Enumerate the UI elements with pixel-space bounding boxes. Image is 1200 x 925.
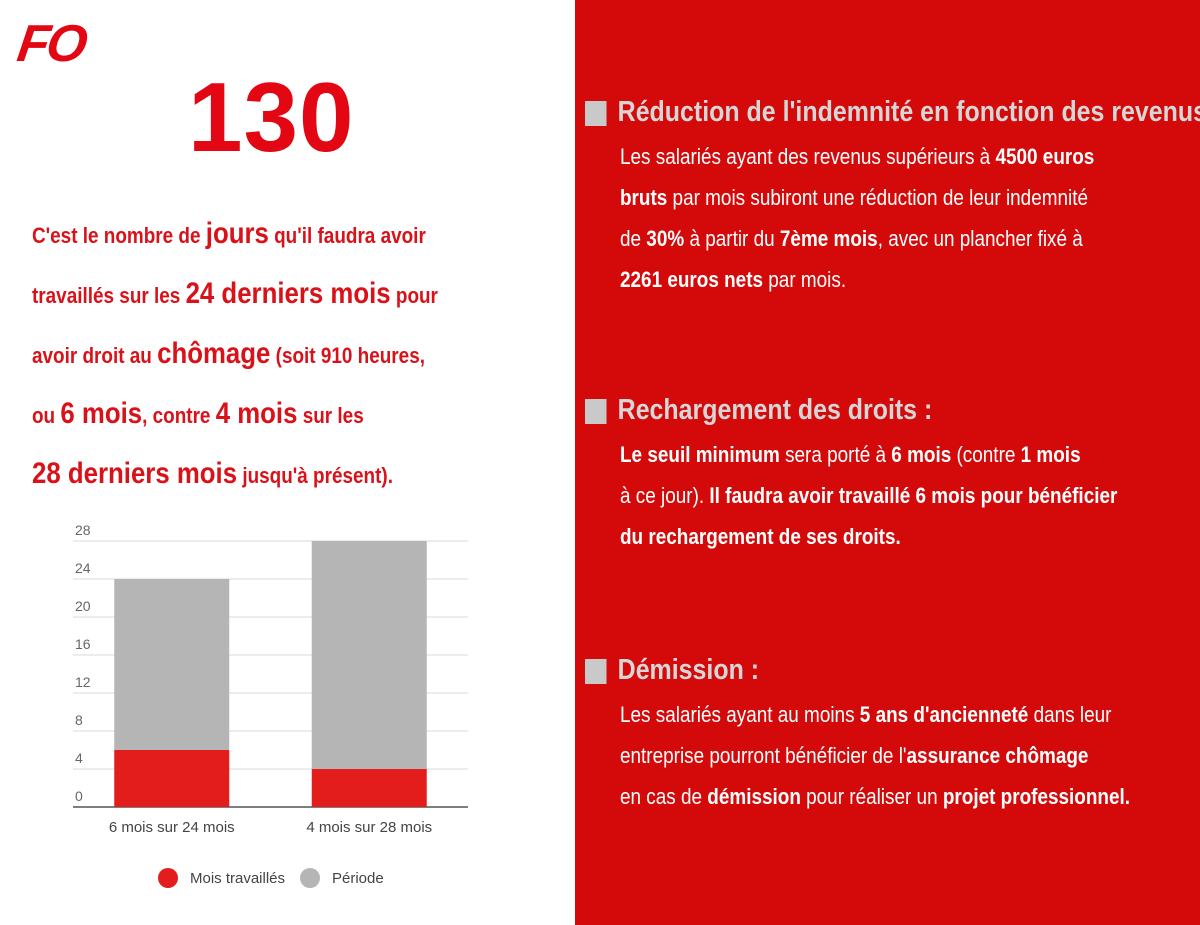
bullet-square-icon [585,399,607,424]
bullet-square-icon [585,659,607,684]
legend-marker [158,868,178,888]
x-category-label: 6 mois sur 24 mois [109,819,235,836]
info-panel: Réduction de l'indemnité en fonction des… [575,0,1200,925]
y-tick-label: 20 [75,598,91,614]
y-tick-label: 24 [75,560,91,576]
intro-line: avoir droit au chômage (soit 910 heures, [32,337,425,370]
section-title: Rechargement des droits : [585,392,1114,428]
bar-segment [311,769,427,807]
legend-label: Période [332,870,384,887]
x-category-label: 4 mois sur 28 mois [306,819,432,836]
fo-logo: FO [13,15,89,73]
section-body: Les salariés ayant au moins 5 ans d'anci… [620,702,1130,809]
headline-number: 130 [188,62,355,172]
y-tick-label: 28 [75,522,91,538]
bar-segment [114,579,230,750]
bar-segment [311,541,427,769]
section-body: Les salariés ayant des revenus supérieur… [620,144,1095,292]
bullet-square-icon [585,101,607,126]
stacked-bar-chart: 0 4 8 12 16 20 24 28 6 mois sur 24 mois 4 mois su… [73,522,468,888]
intro-line: C'est le nombre de jours qu'il faudra av… [32,217,426,250]
section-income-reduction: Réduction de l'indemnité en fonction des… [585,94,1200,300]
y-tick-label: 0 [75,788,83,804]
section-resignation: Démission : Les salariés ayant au moins … [585,652,1200,817]
y-tick-label: 16 [75,636,91,652]
intro-text: C'est le nombre de jours qu'il faudra av… [32,205,462,505]
intro-line: ou 6 mois, contre 4 mois sur les [32,397,364,430]
y-tick-label: 4 [75,750,83,766]
legend-label: Mois travaillés [190,870,285,887]
legend-marker [300,868,320,888]
section-title: Démission : [585,652,1114,688]
section-rights-recharge: Rechargement des droits : Le seuil minim… [585,392,1200,557]
bar-segment [114,750,230,807]
intro-line: travaillés sur les 24 derniers mois pour [32,277,438,310]
y-tick-label: 12 [75,674,91,690]
section-body: Le seuil minimum sera porté à 6 mois (co… [620,442,1118,549]
intro-line: 28 derniers mois jusqu'à présent). [32,457,393,490]
section-title: Réduction de l'indemnité en fonction des… [585,94,1200,130]
y-tick-label: 8 [75,712,83,728]
